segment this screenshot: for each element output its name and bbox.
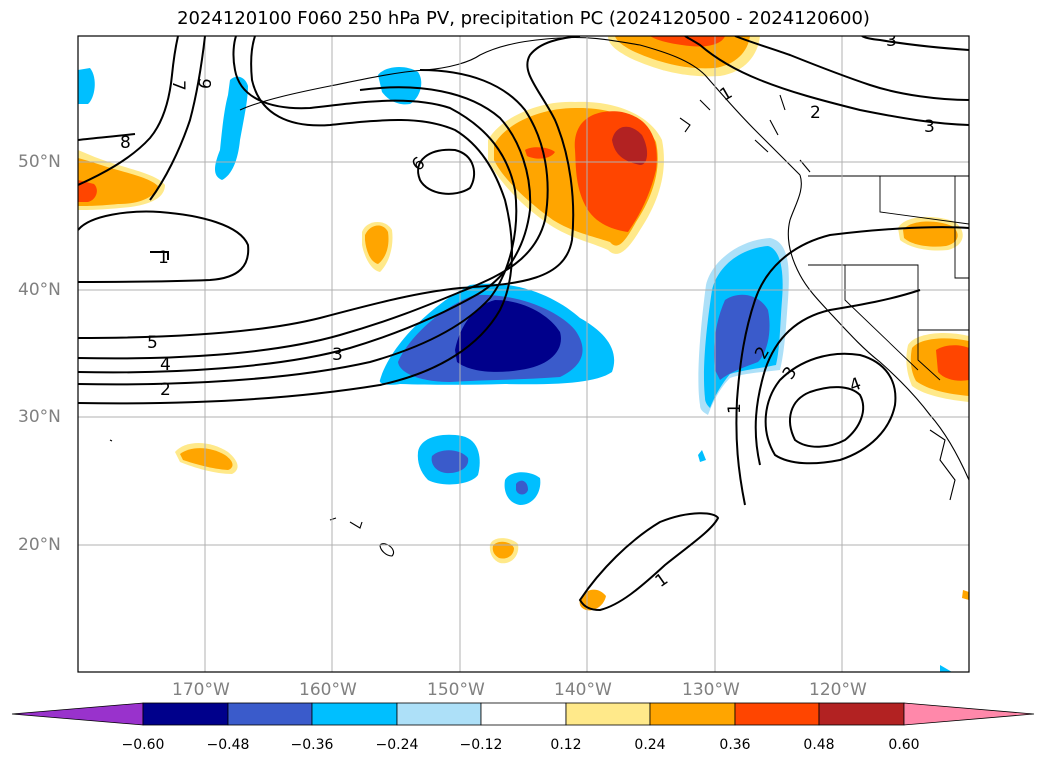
lat-label-20n: 20°N [18,535,61,555]
colorbar-bin [396,702,482,726]
contour-label-2-ne: 2 [810,103,821,123]
lat-label-40n: 40°N [18,280,61,300]
lon-label-160w: 160°W [299,680,357,700]
colorbar-tick: 0.24 [634,737,666,753]
coastlines [109,36,969,557]
contour-label-8: 8 [120,133,131,153]
colorbar-tick: −0.60 [121,737,165,753]
colorbar-tick: 0.48 [803,737,835,753]
colorbar-bin [565,702,651,726]
colorbar-bin [818,702,905,726]
colorbar [11,702,1035,726]
colorbar-tick: −0.48 [206,737,250,753]
colorbar-extend-min [11,702,144,726]
lon-label-150w: 150°W [427,680,485,700]
precip-shading [78,36,969,672]
contour-label-1-s: 1 [652,569,672,592]
colorbar-tick: −0.36 [290,737,334,753]
contour-label-1-e: 1 [725,403,745,414]
contour-label-4-e: 4 [847,374,864,396]
colorbar-bin [649,702,736,726]
borders [808,175,969,381]
contour-label-3-top: 3 [886,31,897,51]
contour-label-5: 5 [147,333,158,353]
pv-contours [78,36,969,612]
colorbar-tick: −0.12 [459,737,503,753]
contour-label-1-ne: 1 [717,83,736,106]
colorbar-bin [142,702,229,726]
contour-label-9: 9 [193,76,215,90]
contour-label-1-left: 1 [158,248,169,268]
lon-label-170w: 170°W [172,680,230,700]
contour-label-7: 7 [168,80,188,91]
colorbar-bin [734,702,820,726]
lat-label-50n: 50°N [18,152,61,172]
colorbar-extend-max [903,702,1035,726]
lon-label-120w: 120°W [809,680,867,700]
colorbar-tick: 0.60 [888,737,920,753]
contour-label-3-ne: 3 [924,117,935,137]
lon-label-130w: 130°W [682,680,740,700]
figure-title: 2024120100 F060 250 hPa PV, precipitatio… [177,8,870,29]
colorbar-tick: 0.36 [719,737,751,753]
lat-label-30n: 30°N [18,407,61,427]
map-frame [77,35,970,673]
colorbar-bin [480,702,567,726]
colorbar-bin [311,702,398,726]
colorbar-bin [227,702,313,726]
contour-label-4: 4 [160,355,171,375]
contour-label-2-left: 2 [160,380,171,400]
contour-label-3-mid: 3 [332,345,343,365]
colorbar-tick: −0.24 [375,737,419,753]
lon-label-140w: 140°W [554,680,612,700]
contour-labels: 2 4 5 3 6 7 9 8 1 1 2 3 3 1 2 3 4 1 [120,31,935,592]
colorbar-tick: 0.12 [550,737,582,753]
